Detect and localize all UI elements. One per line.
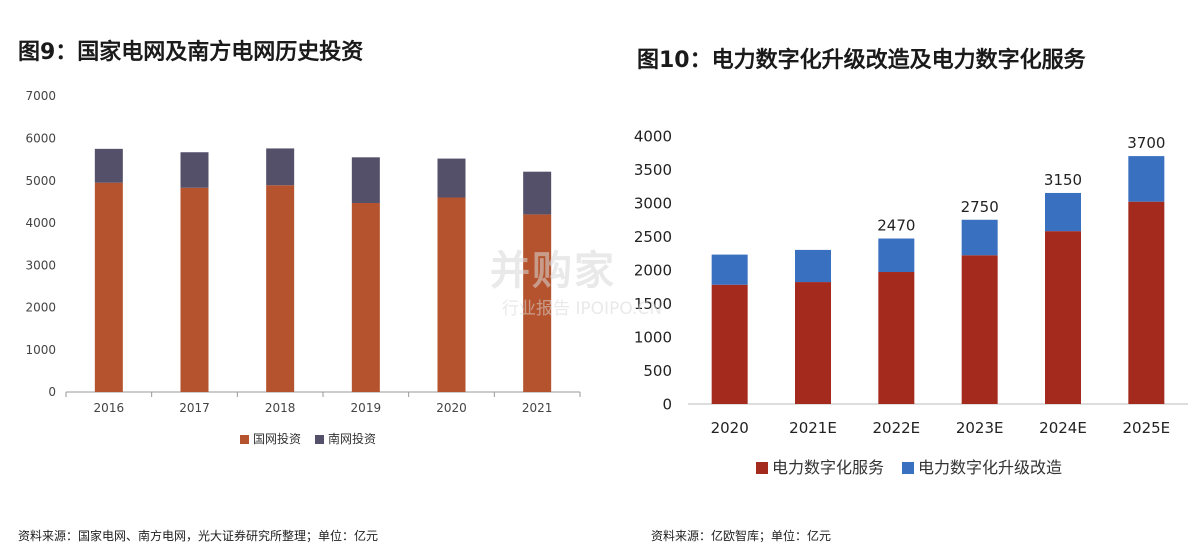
source-note-right: 资料来源：亿欧智库；单位：亿元	[651, 529, 832, 543]
y-tick-label: 6000	[25, 131, 56, 145]
bar-bottom-segment	[94, 182, 123, 392]
x-tick-label: 2025E	[1123, 419, 1171, 437]
x-tick-label: 2021	[522, 401, 553, 415]
data-label-total: 3150	[1044, 171, 1082, 189]
x-tick-label: 2020	[711, 419, 749, 437]
x-tick-label: 2018	[265, 401, 296, 415]
data-label-total: 2750	[961, 198, 999, 216]
y-tick-label: 4000	[634, 127, 672, 145]
bar-bottom-segment	[795, 282, 831, 404]
y-tick-label: 0	[662, 395, 672, 413]
bar-bottom-segment	[961, 255, 998, 404]
x-tick-label: 2024E	[1039, 419, 1087, 437]
watermark-sub: 行业报告 IPOIPO.CN	[502, 299, 662, 319]
bar-top-segment	[961, 219, 998, 256]
chart-title-right: 图10：电力数字化升级改造及电力数字化服务	[637, 48, 1086, 73]
y-tick-label: 2000	[634, 261, 672, 279]
bar-top-segment	[878, 238, 915, 273]
bar-top-segment	[437, 158, 466, 198]
x-tick-label: 2019	[351, 401, 382, 415]
y-tick-label: 7000	[25, 89, 56, 103]
y-tick-label: 5000	[25, 174, 56, 188]
bar-bottom-segment	[878, 272, 915, 404]
y-tick-label: 2000	[25, 301, 56, 315]
bar-bottom-segment	[266, 185, 295, 392]
bar-top-segment	[795, 249, 831, 283]
x-tick-label: 2023E	[956, 419, 1004, 437]
watermark: 并购家 行业报告 IPOIPO.CN	[490, 238, 720, 328]
bar-top-segment	[266, 148, 295, 186]
x-tick-label: 2020	[436, 401, 467, 415]
bar-top-segment	[94, 148, 123, 183]
bar-bottom-segment	[1045, 231, 1081, 404]
bar-top-segment	[180, 152, 209, 188]
chart-left: 0 1000 2000 3000 4000 5000 6000 7000 2016 2017 201…	[25, 89, 581, 446]
y-tick-label: 4000	[25, 216, 56, 230]
y-tick-label: 0	[48, 385, 56, 399]
legend-label: 国网投资	[253, 431, 301, 446]
y-tick-label: 2500	[634, 228, 672, 246]
bar-bottom-segment	[711, 284, 748, 404]
y-tick-label: 3500	[634, 161, 672, 179]
bar-top-segment	[351, 157, 380, 203]
source-note-left: 资料来源：国家电网、南方电网，光大证券研究所整理；单位：亿元	[18, 529, 379, 543]
bar-bottom-segment	[437, 197, 466, 392]
legend-label: 南网投资	[328, 431, 376, 446]
y-tick-label: 1500	[634, 295, 672, 313]
y-tick-label: 1000	[25, 343, 56, 357]
chart-title-left: 图9：国家电网及南方电网历史投资	[18, 40, 364, 65]
bar-bottom-segment	[351, 202, 380, 392]
legend-label: 电力数字化服务	[772, 458, 884, 477]
y-tick-label: 3000	[634, 194, 672, 212]
bar-bottom-segment	[523, 214, 552, 392]
x-tick-label: 2021E	[789, 419, 837, 437]
legend-label: 电力数字化升级改造	[918, 458, 1062, 477]
bar-top-segment	[1128, 156, 1165, 202]
legend-swatch	[902, 462, 914, 474]
chart-right: 0 500 1000 1500 2000 2500 3000 3500 4000 2020 2021…	[634, 127, 1188, 477]
y-tick-label: 500	[643, 362, 672, 380]
data-label-total: 2470	[877, 217, 915, 235]
data-label-total: 3700	[1127, 134, 1165, 152]
x-tick-label: 2017	[179, 401, 210, 415]
x-tick-label: 2016	[94, 401, 125, 415]
y-tick-label: 1000	[634, 328, 672, 346]
legend-swatch	[315, 435, 324, 444]
legend-swatch	[240, 435, 249, 444]
bar-bottom-segment	[1128, 201, 1165, 404]
x-tick-label: 2022E	[873, 419, 921, 437]
y-tick-label: 3000	[25, 258, 56, 272]
legend-swatch	[756, 462, 768, 474]
bar-top-segment	[523, 171, 552, 215]
watermark-main: 并购家	[490, 248, 616, 294]
bar-top-segment	[711, 254, 748, 285]
bar-bottom-segment	[180, 187, 209, 392]
bar-top-segment	[1045, 192, 1081, 232]
